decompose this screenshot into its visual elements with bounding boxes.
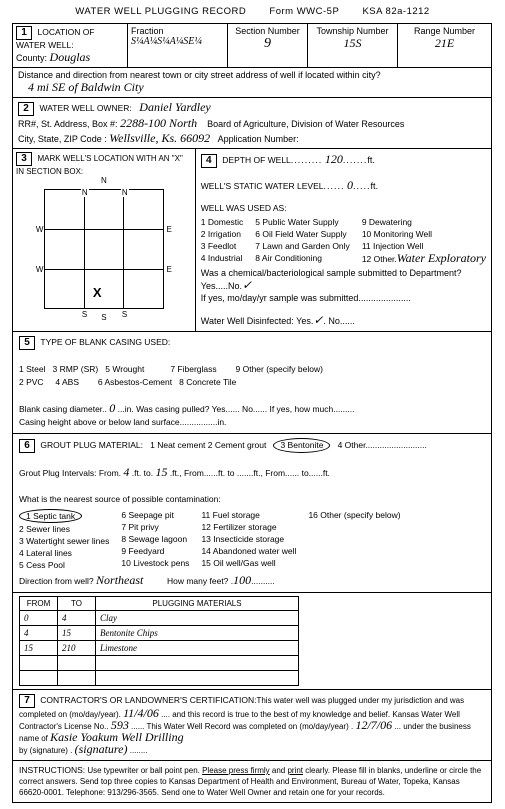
plug-table: FROM TO PLUGGING MATERIALS 0 4 Clay 4 15…: [19, 596, 299, 686]
cc1: 1 Septic tank 2 Sewer lines 3 Watertight…: [19, 509, 109, 571]
int-from: 4: [123, 465, 129, 479]
diam2: ...in. Was casing pulled? Yes...... No..…: [118, 404, 355, 414]
uses-c1: 1 Domestic 2 Irrigation 3 Feedlot 4 Indu…: [201, 216, 244, 265]
sec6: 6 GROUT PLUG MATERIAL: 1 Neat cement 2 C…: [13, 434, 491, 593]
cc2: 6 Seepage pit 7 Pit privy 8 Sewage lagoo…: [121, 509, 189, 571]
mat3-circled: 3 Bentonite: [273, 438, 330, 453]
sec3-num: 3: [16, 152, 32, 166]
sec5-label: TYPE OF BLANK CASING USED:: [40, 337, 170, 347]
sec6-num: 6: [19, 439, 35, 453]
table-row: [20, 656, 299, 671]
sec5-num: 5: [19, 336, 35, 350]
sec6-label: GROUT PLUG MATERIAL:: [40, 440, 143, 450]
dir-lbl: Direction from well?: [19, 576, 94, 586]
int-lbl: Grout Plug Intervals: From.: [19, 468, 121, 478]
instructions: INSTRUCTIONS: Use typewriter or ball poi…: [13, 761, 491, 802]
th-to: TO: [58, 597, 96, 611]
sec3-4: 3 MARK WELL'S LOCATION WITH AN "X" IN SE…: [13, 149, 491, 332]
cc4: 16 Other (specify below): [308, 509, 400, 571]
sec2-num: 2: [18, 102, 34, 116]
owner-val: Daniel Yardley: [139, 100, 210, 114]
township-lbl: Township Number: [316, 26, 388, 36]
county-val: Douglas: [50, 50, 91, 64]
addr2-val: Wellsville, Ks. 66092: [109, 131, 210, 145]
contam-lbl: What is the nearest source of possible c…: [19, 494, 221, 504]
int-to: 15: [155, 465, 167, 479]
sec5: 5 TYPE OF BLANK CASING USED: 1 Steel 3 R…: [13, 332, 491, 434]
fraction-val: S¼A¼S¼A¼SE¼: [131, 36, 202, 47]
uses-c3: 9 Dewatering 10 Monitoring Well 11 Injec…: [362, 216, 486, 265]
diam-lbl: Blank casing diameter..: [19, 404, 107, 414]
dist-lbl: Distance and direction from nearest town…: [18, 70, 381, 80]
depth-lbl: DEPTH OF WELL: [222, 155, 290, 165]
feet-val: 100: [233, 573, 251, 587]
sec2-label: WATER WELL OWNER:: [40, 103, 132, 113]
table-row: 15 210 Limestone: [20, 641, 299, 656]
sec7-num: 7: [19, 694, 35, 708]
township-val: 15S: [344, 36, 362, 50]
appno-lbl: Application Number:: [218, 134, 299, 144]
range-val: 21E: [435, 36, 454, 50]
sec7-label: CONTRACTOR'S OR LANDOWNER'S CERTIFICATIO…: [40, 695, 256, 705]
header-title3: KSA 82a-1212: [362, 6, 429, 17]
header-title1: WATER WELL PLUGGING RECORD: [75, 6, 246, 17]
cc3: 11 Fuel storage 12 Fertilizer storage 13…: [201, 509, 296, 571]
cert-sig: (signature): [75, 742, 128, 756]
feet-lbl: How many feet?: [167, 576, 228, 586]
sec1-num: 1: [16, 26, 32, 40]
mats: 1 Neat cement 2 Cement grout: [150, 440, 266, 450]
addr1-lbl: RR#, St. Address, Box #:: [18, 119, 118, 129]
county-lbl: County:: [16, 53, 47, 63]
page-header: WATER WELL PLUGGING RECORD Form WWC-5P K…: [12, 6, 493, 17]
table-row: [20, 671, 299, 686]
static-lbl: WELL'S STATIC WATER LEVEL: [201, 181, 324, 191]
sec1-row: 1 LOCATION OF WATER WELL: County: Dougla…: [13, 24, 491, 68]
range-lbl: Range Number: [414, 26, 475, 36]
uses-list: 1 Domestic 2 Irrigation 3 Feedlot 4 Indu…: [201, 216, 486, 265]
types1: 1 Steel 3 RMP (SR) 5 Wrought 7 Fiberglas…: [19, 364, 323, 374]
uses-c2: 5 Public Water Supply 6 Oil Field Water …: [255, 216, 350, 265]
header-title2: Form WWC-5P: [269, 6, 339, 17]
distance-row: Distance and direction from nearest town…: [13, 68, 491, 98]
height: Casing height above or below land surfac…: [19, 417, 226, 427]
th-mat: PLUGGING MATERIALS: [96, 597, 299, 611]
diam-val: 0: [109, 401, 115, 415]
dist-val: 4 mi SE of Baldwin City: [28, 80, 144, 94]
plug-table-section: FROM TO PLUGGING MATERIALS 0 4 Clay 4 15…: [13, 596, 491, 690]
instr-label: INSTRUCTIONS:: [19, 765, 85, 775]
sec2: 2 WATER WELL OWNER: Daniel Yardley RR#, …: [13, 98, 491, 149]
form-outer: 1 LOCATION OF WATER WELL: County: Dougla…: [12, 23, 492, 803]
addr1-val: 2288-100 North: [120, 116, 197, 130]
sec4-num: 4: [201, 154, 217, 168]
x-mark: X: [93, 285, 102, 300]
dir-val: Northeast: [96, 573, 143, 587]
sec3: 3 MARK WELL'S LOCATION WITH AN "X" IN SE…: [13, 149, 196, 331]
th-from: FROM: [20, 597, 58, 611]
section-val: 9: [264, 36, 271, 51]
section-grid: W W E E S S N N X: [44, 189, 164, 309]
section-lbl: Section Number: [235, 26, 300, 36]
table-row: 4 15 Bentonite Chips: [20, 626, 299, 641]
types2: 2 PVC 4 ABS 6 Asbestos-Cement 8 Concrete…: [19, 377, 236, 387]
sec4: 4 DEPTH OF WELL......... 120.......ft. W…: [196, 149, 491, 331]
used-lbl: WELL WAS USED AS:: [201, 203, 287, 213]
cert-date2: 12/7/06: [355, 718, 392, 732]
board-lbl: Board of Agriculture, Division of Water …: [207, 119, 404, 129]
chem-line: Was a chemical/bacteriological sample su…: [201, 268, 486, 303]
contam-list: 1 Septic tank 2 Sewer lines 3 Watertight…: [19, 509, 485, 571]
depth-val: 120: [325, 152, 343, 166]
mat4: 4 Other..........................: [338, 440, 427, 450]
sec3-label: MARK WELL'S LOCATION WITH AN "X" IN SECT…: [16, 154, 183, 176]
sec7: 7 CONTRACTOR'S OR LANDOWNER'S CERTIFICAT…: [13, 690, 491, 761]
disinf-line: Water Well Disinfected: Yes.✓. No......: [201, 313, 486, 328]
table-row: 0 4 Clay: [20, 611, 299, 626]
addr2-lbl: City, State, ZIP Code :: [18, 134, 107, 144]
fraction-lbl: Fraction: [131, 26, 164, 36]
